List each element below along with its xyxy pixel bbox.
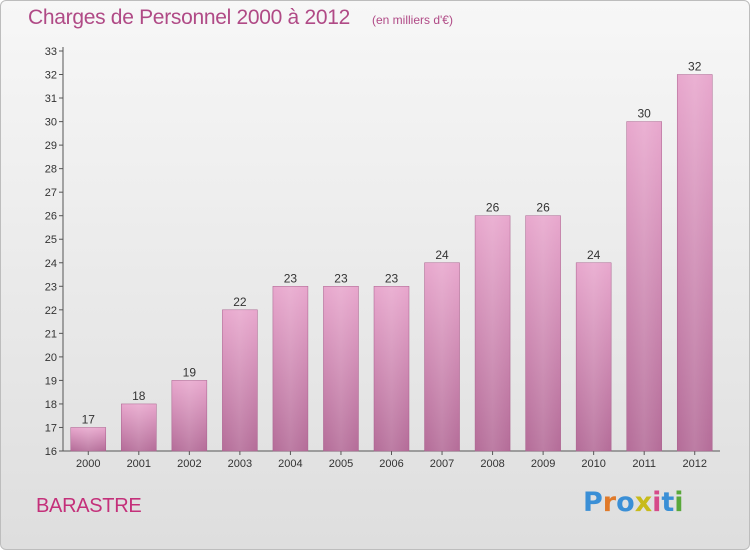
y-tick-label: 21 (45, 328, 57, 340)
data-label-2005: 23 (334, 271, 348, 285)
y-tick-label: 19 (45, 375, 57, 387)
bar-highlight (576, 262, 612, 451)
bar-highlight (677, 74, 713, 451)
data-label-2003: 22 (233, 295, 247, 309)
bar-highlight (424, 262, 460, 451)
y-tick-label: 23 (45, 281, 57, 293)
x-axis: 2000 2001 2002 2003 2004 2005 2006 2007 2008 2009… (63, 450, 720, 470)
chart-title: Charges de Personnel 2000 à 2012 (28, 6, 350, 29)
y-tick-label: 30 (45, 117, 57, 129)
bar-highlight (171, 380, 207, 451)
bar-highlight (626, 121, 662, 452)
data-label-2007: 24 (435, 248, 449, 262)
data-label-2012: 32 (688, 60, 702, 74)
x-tick-label: 2001 (127, 458, 151, 470)
bar-highlight (70, 427, 106, 451)
y-tick-label: 32 (45, 70, 57, 82)
x-tick-label: 2008 (480, 458, 504, 470)
bars (70, 74, 713, 452)
y-tick-label: 22 (45, 305, 57, 317)
data-label-2006: 23 (385, 271, 399, 285)
y-tick-label: 26 (45, 211, 57, 223)
x-tick-label: 2004 (278, 458, 302, 470)
commune-name: BARASTRE (36, 495, 142, 517)
logo-letter: P (583, 487, 603, 518)
x-tick-label: 2002 (177, 458, 201, 470)
x-tick-label: 2010 (581, 458, 605, 470)
data-label-2001: 18 (132, 389, 146, 403)
y-tick-label: 24 (45, 258, 57, 270)
data-label-2002: 19 (183, 365, 197, 379)
data-label-2009: 26 (536, 201, 550, 215)
y-tick-label: 33 (45, 46, 57, 58)
data-labels: 17 18 19 22 23 23 23 24 26 26 24 30 32 (82, 60, 702, 427)
bar-highlight (222, 309, 258, 451)
y-tick-label: 31 (45, 93, 57, 105)
data-label-2011: 30 (638, 107, 652, 121)
bar-highlight (374, 286, 409, 451)
logo-letter: o (616, 487, 635, 518)
y-tick-label: 29 (45, 140, 57, 152)
bar-highlight (475, 215, 511, 451)
data-label-2000: 17 (82, 412, 96, 426)
x-tick-label: 2011 (632, 458, 656, 470)
logo-letter: i (652, 487, 662, 518)
logo-letter: x (634, 487, 653, 518)
x-tick-label: 2012 (682, 458, 706, 470)
bar-highlight (121, 403, 157, 451)
proxiti-logo: Proxiti (583, 487, 684, 518)
y-tick-label: 28 (45, 164, 57, 176)
x-tick-label: 2000 (76, 458, 100, 470)
data-label-2004: 23 (284, 271, 298, 285)
x-tick-label: 2006 (379, 458, 403, 470)
y-tick-label: 17 (45, 422, 57, 434)
bar-highlight (272, 286, 308, 451)
x-tick-label: 2003 (228, 458, 252, 470)
x-tick-label: 2005 (329, 458, 353, 470)
y-tick-label: 25 (45, 234, 57, 246)
data-label-2010: 24 (587, 248, 601, 262)
logo-letter: i (674, 487, 684, 518)
y-tick-label: 16 (45, 446, 57, 458)
y-axis: 16 17 18 19 20 21 22 23 24 25 26 27 28 29 30 31 32 33 (45, 46, 64, 458)
bar-highlight (323, 286, 359, 451)
bar-highlight (525, 215, 561, 451)
data-label-2008: 26 (486, 201, 500, 215)
x-tick-label: 2009 (531, 458, 555, 470)
y-tick-label: 27 (45, 187, 57, 199)
logo-letter: r (602, 487, 617, 518)
y-tick-label: 20 (45, 352, 57, 364)
x-tick-label: 2007 (430, 458, 454, 470)
logo-letter: t (661, 487, 675, 518)
chart-subtitle: (en milliers d'€) (372, 13, 453, 27)
y-tick-label: 18 (45, 399, 57, 411)
